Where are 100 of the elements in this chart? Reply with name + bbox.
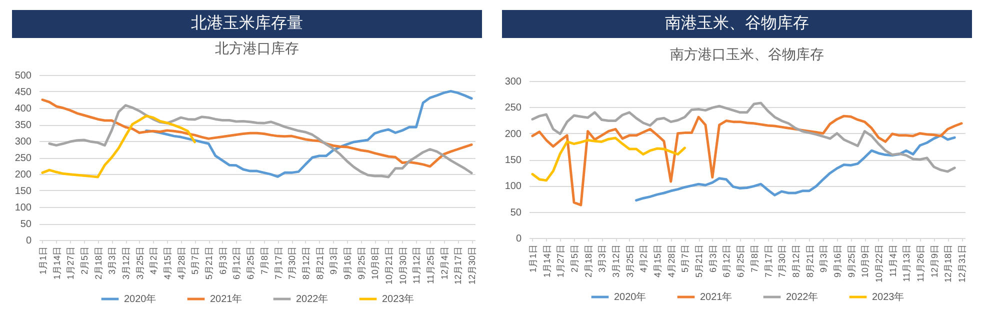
x-tick-label: 3月3日 [107, 246, 118, 275]
line-series [48, 104, 473, 178]
x-tick-label: 10月8日 [370, 246, 380, 280]
x-tick-label: 3月3日 [597, 244, 608, 273]
chart-subtitle: 北方港口库存 [215, 41, 299, 57]
y-tick-label: 300 [504, 76, 522, 88]
line-series [531, 102, 956, 173]
x-tick-label: 3月25日 [134, 246, 145, 280]
x-tick-label: 3月12日 [611, 244, 622, 278]
x-tick-label: 10月30日 [398, 246, 408, 285]
x-tick-label: 12月4日 [439, 246, 450, 280]
x-tick-label: 12月18日 [943, 244, 954, 283]
line-series [531, 136, 686, 182]
x-tick-label: 9月25日 [846, 244, 856, 278]
y-tick-label: 250 [504, 102, 522, 114]
x-tick-label: 6月12日 [722, 244, 732, 278]
x-tick-label: 11月13日 [902, 244, 912, 282]
x-tick-label: 6月25日 [246, 246, 256, 280]
x-tick-label: 6月3日 [218, 246, 228, 275]
legend-label: 2023年 [382, 293, 414, 305]
chart-subtitle: 南方港口玉米、谷物库存 [670, 47, 824, 63]
y-tick-label: 300 [14, 136, 32, 148]
y-tick-label: 150 [14, 186, 32, 197]
x-tick-label: 6月12日 [232, 246, 242, 280]
x-tick-label: 8月12日 [790, 244, 801, 278]
x-tick-label: 11月25日 [426, 246, 436, 284]
x-tick-label: 3月12日 [121, 246, 132, 280]
legend-label: 2020年 [124, 293, 156, 305]
x-tick-label: 7月17日 [273, 246, 284, 280]
x-tick-label: 8月21日 [314, 246, 325, 280]
x-tick-label: 8月21日 [804, 244, 815, 278]
x-tick-label: 5月21日 [694, 244, 704, 278]
line-series [41, 98, 473, 168]
x-tick-label: 4月15日 [652, 244, 663, 278]
x-tick-label: 7月17日 [763, 244, 774, 278]
x-tick-label: 1月1日 [528, 244, 538, 273]
chart-title: 北港玉米库存量 [12, 10, 482, 38]
legend-label: 2022年 [296, 293, 328, 305]
y-tick-label: 50 [20, 219, 32, 230]
x-tick-label: 9月16日 [832, 244, 842, 278]
x-tick-label: 4月28日 [176, 246, 186, 280]
x-tick-label: 2月5日 [569, 244, 580, 273]
line-series [635, 134, 956, 202]
x-tick-label: 10月21日 [384, 246, 394, 285]
legend-label: 2021年 [700, 291, 732, 303]
y-tick-label: 350 [14, 120, 32, 131]
x-tick-label: 4月2日 [638, 244, 649, 273]
x-tick-label: 12月17日 [453, 246, 464, 285]
chart-title: 南港玉米、谷物库存 [502, 10, 972, 38]
y-tick-label: 100 [14, 202, 32, 214]
line-series [145, 90, 473, 178]
x-tick-label: 2月18日 [583, 244, 594, 278]
x-tick-label: 2月5日 [79, 246, 90, 275]
x-tick-label: 9月25日 [356, 246, 366, 280]
x-tick-label: 1月1日 [38, 246, 48, 275]
y-tick-label: 150 [504, 155, 522, 166]
x-tick-label: 7月30日 [287, 246, 298, 280]
x-tick-label: 11月26日 [916, 244, 926, 282]
y-tick-label: 250 [14, 153, 32, 164]
y-tick-label: 200 [14, 170, 32, 180]
x-tick-label: 11月4日 [888, 244, 898, 277]
x-tick-label: 4月15日 [162, 246, 173, 280]
line-series [531, 114, 963, 206]
x-tick-label: 2月18日 [93, 246, 104, 280]
legend-label: 2021年 [210, 293, 242, 305]
x-tick-label: 7月8日 [749, 244, 760, 273]
y-tick-label: 200 [504, 128, 522, 140]
x-tick-label: 1月27日 [556, 244, 566, 278]
x-tick-label: 7月8日 [259, 246, 270, 275]
x-tick-label: 9月3日 [328, 246, 339, 275]
y-tick-label: 450 [14, 87, 32, 98]
y-tick-label: 0 [516, 234, 522, 244]
x-tick-label: 4月28日 [666, 244, 676, 278]
x-tick-label: 12月9日 [929, 244, 940, 278]
y-tick-label: 500 [14, 70, 32, 82]
legend-label: 2023年 [872, 291, 904, 303]
x-tick-label: 11月12日 [412, 246, 422, 284]
y-tick-label: 0 [26, 236, 32, 246]
x-tick-label: 7月30日 [777, 244, 788, 278]
line-series [41, 114, 196, 178]
legend-label: 2020年 [614, 291, 646, 303]
x-tick-label: 5月21日 [204, 246, 214, 280]
x-tick-label: 1月27日 [66, 246, 76, 280]
x-tick-label: 1月14日 [52, 246, 62, 280]
x-tick-label: 8月12日 [300, 246, 311, 280]
x-tick-label: 1月14日 [542, 244, 552, 278]
x-tick-label: 12月31日 [957, 244, 968, 283]
x-tick-label: 9月16日 [342, 246, 352, 280]
x-tick-label: 5月7日 [680, 244, 690, 273]
legend-label: 2022年 [786, 291, 818, 303]
x-tick-label: 6月3日 [708, 244, 718, 273]
x-tick-label: 12月30日 [467, 246, 478, 285]
x-tick-label: 4月2日 [148, 246, 159, 275]
x-tick-label: 9月3日 [818, 244, 829, 273]
y-tick-label: 400 [14, 104, 32, 114]
x-tick-label: 10月22日 [874, 244, 884, 283]
x-tick-label: 6月25日 [736, 244, 746, 278]
y-tick-label: 50 [510, 207, 522, 218]
x-tick-label: 5月7日 [190, 246, 200, 275]
x-tick-label: 3月25日 [624, 244, 635, 278]
